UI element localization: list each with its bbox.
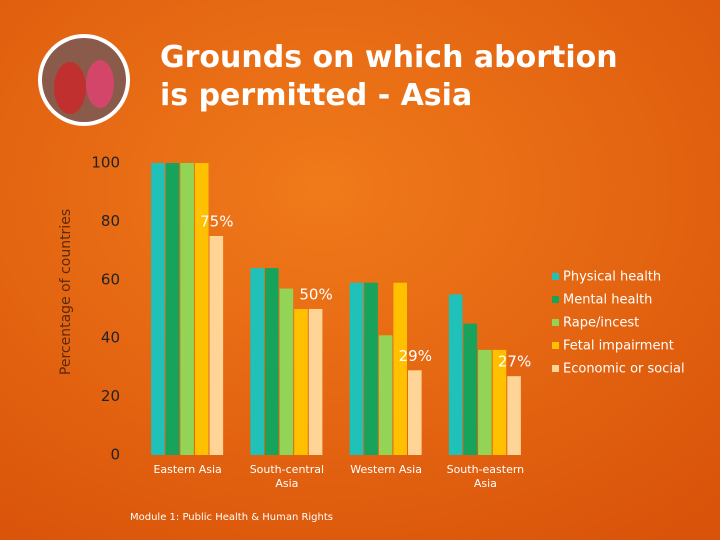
y-tick-label: 20 — [101, 387, 120, 405]
photo-figure — [54, 62, 86, 114]
legend-swatch — [552, 273, 559, 280]
legend-label: Economic or social — [563, 362, 685, 377]
legend-label: Physical health — [563, 270, 661, 285]
bar — [448, 294, 463, 455]
footer: Module 1: Public Health & Human Rights — [130, 512, 333, 523]
y-tick-label: 0 — [110, 446, 120, 464]
bar — [364, 282, 378, 455]
bar — [463, 323, 478, 455]
y-tick-label: 100 — [91, 154, 120, 172]
x-tick-label: South-eastern Asia — [447, 463, 525, 490]
bar — [151, 163, 165, 455]
legend-label: Rape/incest — [563, 316, 639, 331]
x-tick-label: South-central Asia — [250, 463, 324, 490]
bar — [294, 309, 308, 455]
bar — [209, 236, 224, 455]
data-label: 27% — [498, 353, 531, 371]
bar — [165, 163, 180, 455]
bar — [478, 349, 492, 455]
data-label: 75% — [200, 213, 233, 231]
y-tick-label: 60 — [101, 270, 120, 288]
y-tick-label: 80 — [101, 212, 120, 230]
legend-label: Fetal impairment — [563, 339, 674, 354]
bar — [264, 268, 279, 455]
legend-swatch — [552, 342, 559, 349]
bar — [250, 268, 264, 455]
bar — [408, 370, 422, 455]
bar — [507, 376, 521, 455]
bar — [180, 163, 194, 455]
chart-title: Grounds on which abortion is permitted - … — [160, 40, 618, 113]
photo-figure — [86, 60, 114, 108]
data-label: 50% — [299, 286, 332, 304]
x-tick-label: Western Asia — [350, 463, 422, 476]
bar — [279, 288, 294, 455]
y-axis-label: Percentage of countries — [58, 209, 74, 375]
bar — [492, 349, 507, 455]
legend-swatch — [552, 319, 559, 326]
bar — [194, 163, 209, 455]
data-label: 29% — [399, 347, 432, 365]
legend-label: Mental health — [563, 293, 652, 308]
legend-swatch — [552, 296, 559, 303]
bar — [378, 335, 393, 455]
y-tick-label: 40 — [101, 329, 120, 347]
x-tick-label: Eastern Asia — [153, 463, 221, 476]
bar — [349, 282, 364, 455]
bar — [393, 282, 408, 455]
bar — [308, 309, 323, 455]
legend-swatch — [552, 365, 559, 372]
